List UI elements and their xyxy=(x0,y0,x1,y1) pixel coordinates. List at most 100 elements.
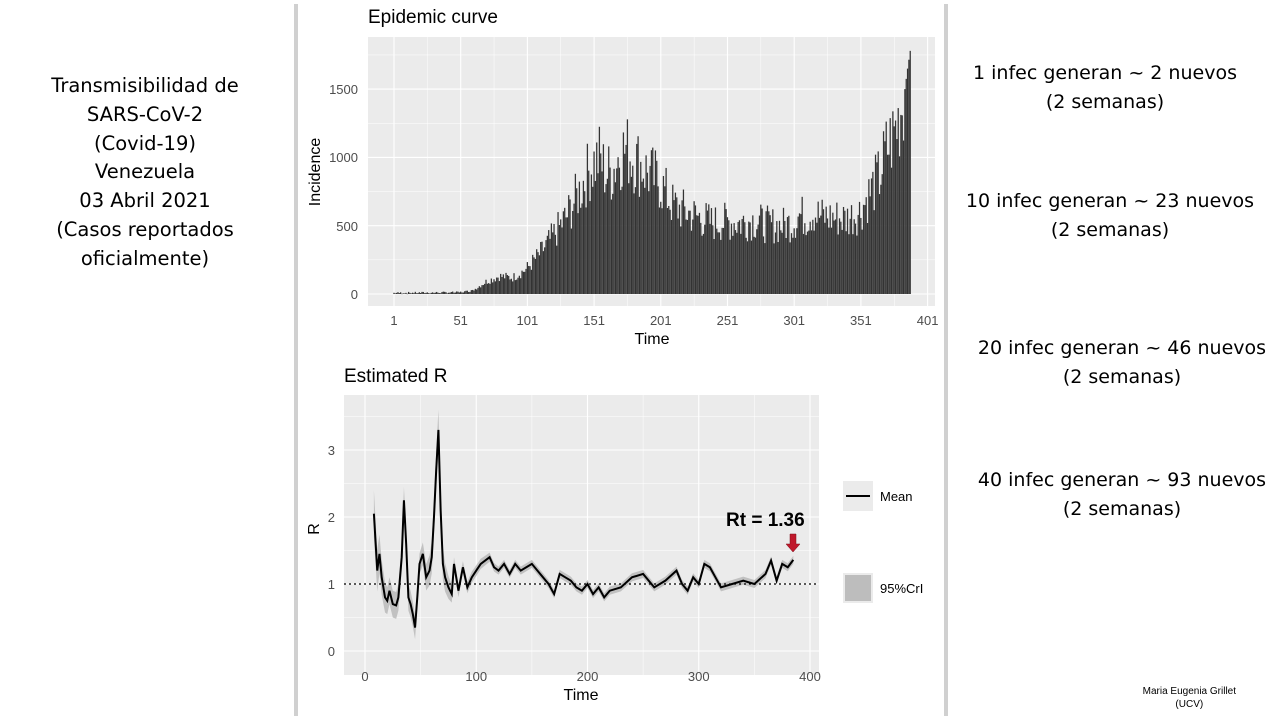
epi-bar xyxy=(524,271,526,294)
legend-label-band: 95%CrI xyxy=(880,581,923,596)
epi-bar xyxy=(444,291,446,294)
epi-bar xyxy=(636,143,638,294)
note-1: 1 infec generan ~ 2 nuevos (2 semanas) xyxy=(950,59,1260,117)
epi-bar xyxy=(634,187,637,294)
epi-bar xyxy=(690,230,693,294)
epi-bar xyxy=(408,291,410,294)
epi-bar xyxy=(564,207,566,294)
epi-bar xyxy=(630,176,633,294)
epi-bar xyxy=(446,293,448,294)
epi-x-tick-label: 1 xyxy=(390,313,397,328)
epi-bar xyxy=(660,201,662,294)
epi-bar xyxy=(613,168,615,294)
epi-bar xyxy=(664,186,666,294)
epi-bar xyxy=(738,220,741,294)
epi-bar xyxy=(710,208,713,294)
epi-bar xyxy=(646,172,649,294)
epi-bar xyxy=(860,217,862,294)
epi-bar xyxy=(888,154,890,294)
epi-bar xyxy=(818,217,821,294)
epi-bar xyxy=(554,234,557,294)
epi-bar xyxy=(477,287,479,294)
epi-bar xyxy=(680,226,682,294)
epi-bar xyxy=(409,292,411,294)
epi-bar xyxy=(436,291,438,294)
epi-bar xyxy=(856,235,858,294)
epi-bar xyxy=(700,222,702,294)
epi-bar xyxy=(725,209,727,294)
epi-bar xyxy=(760,204,762,294)
epi-bar xyxy=(786,217,789,294)
epi-bar xyxy=(549,238,551,294)
epi-bar xyxy=(822,209,825,294)
epi-bar xyxy=(628,183,630,294)
epi-y-ticks: 0 500 1000 1500 xyxy=(329,82,358,302)
epi-bar xyxy=(500,273,502,294)
epi-bar xyxy=(609,167,611,294)
epi-bar xyxy=(513,273,515,294)
epi-bar xyxy=(504,278,506,294)
note-4: 40 infec generan ~ 93 nuevos (2 semanas) xyxy=(967,466,1277,524)
epi-bar xyxy=(525,268,527,294)
divider-left xyxy=(294,4,298,716)
note-3: 20 infec generan ~ 46 nuevos (2 semanas) xyxy=(967,334,1277,392)
epi-bar xyxy=(476,289,478,294)
epi-bar xyxy=(908,59,910,294)
epi-bar xyxy=(540,241,542,294)
r-mean-line xyxy=(372,429,795,628)
r-y-tick-label: 3 xyxy=(328,443,335,458)
epi-bar xyxy=(533,257,535,294)
epi-bar xyxy=(721,227,723,294)
epi-bar xyxy=(666,207,669,294)
epi-bar xyxy=(906,68,909,294)
epi-bar xyxy=(845,231,847,294)
epi-bar xyxy=(832,212,834,294)
epi-bar xyxy=(778,220,781,294)
epi-bar xyxy=(672,184,674,294)
epi-bar xyxy=(481,285,483,294)
r-x-tick-label: 0 xyxy=(361,669,368,684)
epi-bar xyxy=(881,174,883,294)
title-line: (Casos reportados xyxy=(56,217,234,241)
epi-bar xyxy=(417,293,419,294)
r-x-axis-label: Time xyxy=(564,687,599,704)
epi-bar xyxy=(706,210,709,294)
epi-bar xyxy=(414,291,416,294)
epi-bar xyxy=(568,195,570,294)
epi-bar xyxy=(574,173,577,294)
epi-bar xyxy=(621,186,623,294)
epi-bar xyxy=(840,221,842,294)
epi-bar xyxy=(430,292,432,294)
epi-bar xyxy=(740,233,742,294)
epi-bar xyxy=(802,233,805,294)
epi-bar xyxy=(657,186,659,294)
epi-bar xyxy=(722,227,725,294)
epi-bar xyxy=(625,144,627,294)
epi-bar xyxy=(708,204,710,294)
epi-bar xyxy=(772,209,774,294)
epi-bar xyxy=(405,292,407,294)
epi-bar xyxy=(876,162,878,294)
epi-bar xyxy=(418,292,420,294)
epi-bar xyxy=(830,227,833,294)
epi-bar xyxy=(598,126,601,295)
epi-bar xyxy=(468,292,470,294)
epi-bar xyxy=(404,293,406,294)
epi-bar xyxy=(432,292,434,294)
epi-bar xyxy=(473,290,475,294)
epi-bar xyxy=(490,278,492,294)
epi-bar xyxy=(854,223,857,294)
epi-bar xyxy=(810,230,813,294)
epi-bar xyxy=(890,167,893,294)
epi-bar xyxy=(665,167,667,294)
epi-bar xyxy=(712,225,714,294)
epi-bar xyxy=(520,278,522,294)
epi-bar xyxy=(814,217,817,294)
author-credit: Maria Eugenia Grillet (UCV) xyxy=(1143,685,1236,711)
epi-bar xyxy=(846,208,849,294)
epi-bar xyxy=(768,211,770,294)
epi-bar xyxy=(421,291,423,294)
epi-bar xyxy=(650,150,653,294)
epi-bar xyxy=(400,292,402,294)
epi-bar xyxy=(658,207,661,294)
